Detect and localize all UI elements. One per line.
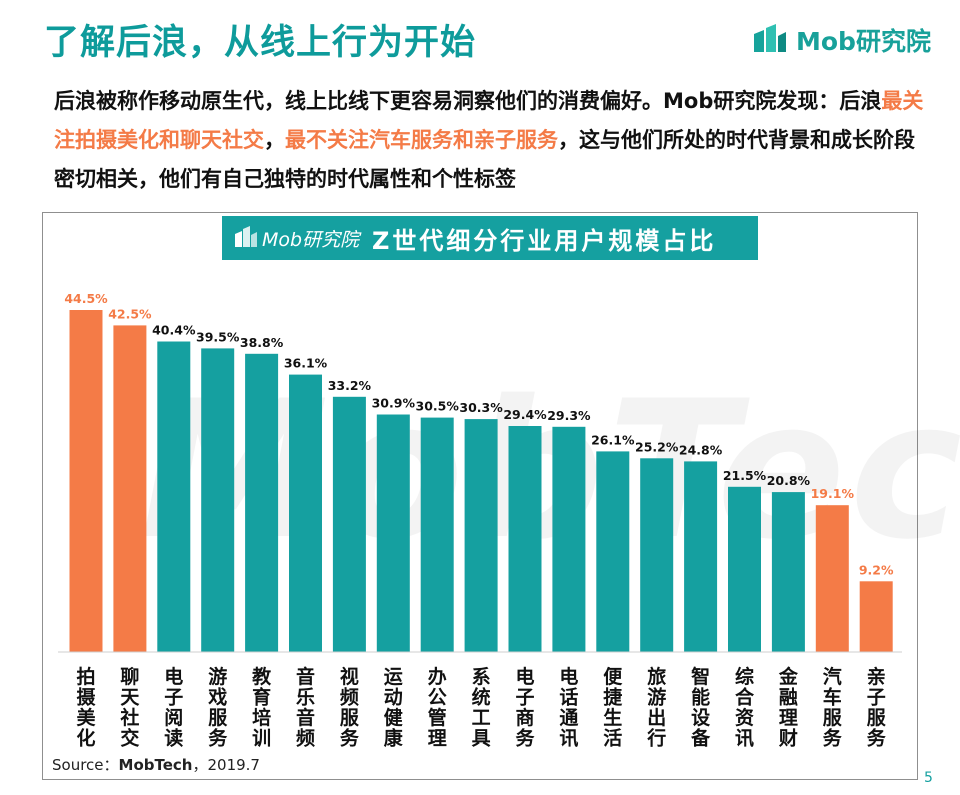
- brand-logo: Mob研究院: [752, 16, 952, 60]
- category-label-音乐音频: 音乐音频: [296, 665, 315, 750]
- bar-亲子服务: [859, 581, 893, 652]
- data-label-教育培训: 38.8%: [240, 335, 284, 350]
- data-label-智能设备: 24.8%: [679, 442, 723, 457]
- category-label-运动健康: 运动健康: [384, 666, 404, 750]
- data-label-视频服务: 33.2%: [328, 378, 372, 393]
- source-suffix: ，2019.7: [192, 756, 260, 774]
- source-note: Source：MobTech，2019.7: [52, 754, 260, 775]
- category-label-聊天社交: 聊天社交: [119, 665, 140, 750]
- data-label-电子阅读: 40.4%: [152, 323, 196, 338]
- data-label-聊天社交: 42.5%: [108, 306, 152, 321]
- intro-text-1: 后浪被称作移动原生代，线上比线下更容易洞察他们的消费偏好。Mob研究院发现：后浪: [54, 89, 882, 113]
- intro-text-2: ，: [264, 128, 285, 152]
- bar-视频服务: [332, 396, 366, 652]
- bar-汽车服务: [815, 505, 849, 652]
- category-label-游戏服务: 游戏服务: [207, 665, 228, 750]
- page-number: 5: [924, 770, 933, 786]
- data-label-游戏服务: 39.5%: [196, 329, 240, 344]
- intro-highlight-2: 最不关注汽车服务和亲子服务: [285, 128, 558, 152]
- bar-音乐音频: [289, 374, 322, 652]
- category-label-系统工具: 系统工具: [472, 666, 491, 750]
- bar-游戏服务: [201, 348, 235, 652]
- intro-paragraph: 后浪被称作移动原生代，线上比线下更容易洞察他们的消费偏好。Mob研究院发现：后浪…: [54, 82, 934, 199]
- data-label-电话通讯: 29.3%: [547, 408, 591, 423]
- category-label-电子阅读: 电子阅读: [164, 665, 183, 750]
- intro-text-3: ，这与他们所处的时代背景和成长阶段密切相关，他们有自己独特的时代属性和个性标签: [54, 128, 915, 191]
- category-label-教育培训: 教育培训: [252, 665, 272, 750]
- data-label-便捷生活: 26.1%: [591, 432, 635, 447]
- source-name: MobTech: [118, 756, 193, 774]
- brand-name: Mob研究院: [796, 27, 931, 56]
- category-label-综合资讯: 综合资讯: [735, 665, 755, 750]
- data-label-亲子服务: 9.2%: [859, 562, 894, 577]
- category-label-金融理财: 金融理财: [778, 665, 799, 750]
- category-label-汽车服务: 汽车服务: [823, 665, 843, 750]
- bar-电子商务: [508, 426, 542, 652]
- bar-拍摄美化: [69, 310, 103, 652]
- bar-办公管理: [420, 417, 454, 652]
- bar-聊天社交: [113, 325, 147, 652]
- data-label-系统工具: 30.3%: [459, 400, 503, 415]
- data-label-综合资讯: 21.5%: [723, 468, 767, 483]
- bar-便捷生活: [596, 451, 630, 652]
- data-label-运动健康: 30.9%: [372, 396, 416, 411]
- category-label-视频服务: 视频服务: [340, 665, 360, 750]
- data-label-金融理财: 20.8%: [767, 473, 811, 488]
- bar-综合资讯: [728, 486, 761, 652]
- bar-智能设备: [684, 461, 718, 652]
- category-label-亲子服务: 亲子服务: [867, 665, 887, 750]
- intro-highlight-1: 最关注拍摄美化和聊天社交: [54, 89, 924, 152]
- data-label-汽车服务: 19.1%: [811, 486, 855, 501]
- bar-运动健康: [376, 414, 410, 652]
- data-label-旅游出行: 25.2%: [635, 439, 679, 454]
- bar-教育培训: [245, 353, 279, 652]
- bar-电话通讯: [552, 426, 586, 652]
- data-label-办公管理: 30.5%: [416, 399, 460, 414]
- data-label-电子商务: 29.4%: [503, 407, 547, 422]
- chart-title: Z世代细分行业用户规模占比: [372, 227, 717, 255]
- data-label-音乐音频: 36.1%: [284, 356, 328, 371]
- mob-logo-icon: [235, 226, 257, 247]
- category-label-拍摄美化: 拍摄美化: [76, 665, 96, 750]
- mob-logo-icon: [754, 24, 786, 52]
- category-label-办公管理: 办公管理: [428, 665, 447, 750]
- page-title: 了解后浪，从线上行为开始: [44, 23, 477, 63]
- bar-电子阅读: [157, 341, 191, 652]
- category-label-智能设备: 智能设备: [690, 665, 711, 750]
- chart-header: Mob研究院 Z世代细分行业用户规模占比: [222, 216, 758, 260]
- category-label-旅游出行: 旅游出行: [646, 665, 666, 750]
- data-label-拍摄美化: 44.5%: [64, 291, 108, 306]
- category-label-电子商务: 电子商务: [515, 665, 535, 750]
- chart-header-brand: Mob研究院: [262, 229, 360, 251]
- source-prefix: Source：: [52, 756, 119, 774]
- bar-金融理财: [771, 492, 805, 652]
- category-label-便捷生活: 便捷生活: [603, 666, 623, 750]
- category-label-电话通讯: 电话通讯: [559, 665, 579, 750]
- bar-系统工具: [464, 419, 498, 652]
- bar-旅游出行: [640, 458, 674, 652]
